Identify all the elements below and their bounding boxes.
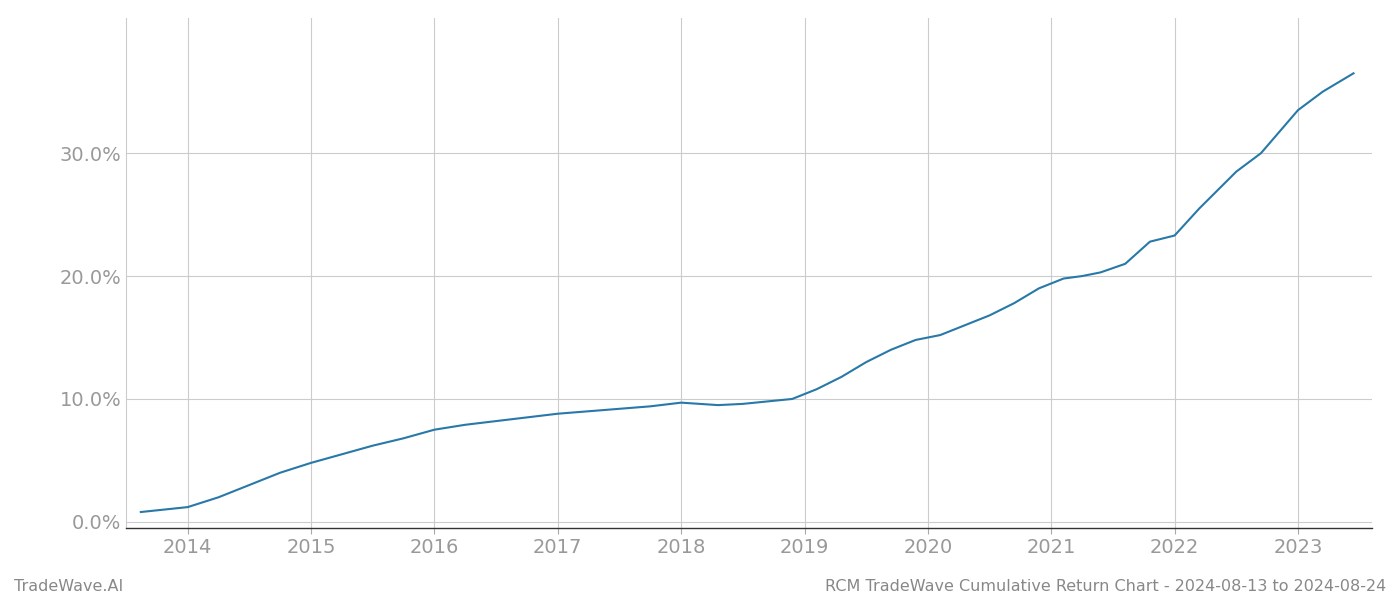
Text: TradeWave.AI: TradeWave.AI bbox=[14, 579, 123, 594]
Text: RCM TradeWave Cumulative Return Chart - 2024-08-13 to 2024-08-24: RCM TradeWave Cumulative Return Chart - … bbox=[825, 579, 1386, 594]
